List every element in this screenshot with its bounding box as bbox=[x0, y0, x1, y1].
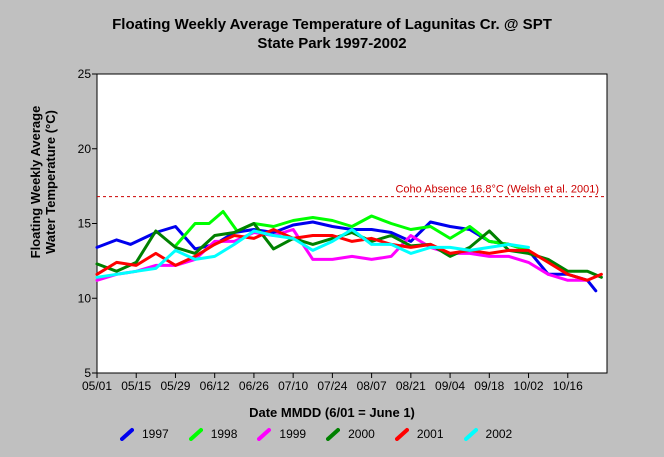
x-tick-label-08-07: 08/07 bbox=[357, 379, 387, 393]
chart-title: Floating Weekly Average Temperature of L… bbox=[112, 16, 552, 33]
legend-label-1998: 1998 bbox=[210, 427, 238, 441]
x-tick-label-05-29: 05/29 bbox=[160, 379, 190, 393]
legend-swatch-line-2001 bbox=[394, 428, 409, 441]
legend-label-2002: 2002 bbox=[485, 427, 513, 441]
legend-swatch-line-1997 bbox=[120, 428, 134, 441]
x-tick-label-07-24: 07/24 bbox=[317, 379, 347, 393]
legend-label-1999: 1999 bbox=[279, 427, 307, 441]
legend-swatch-line-1998 bbox=[188, 428, 203, 441]
legend-item-2000: 2000 bbox=[326, 427, 375, 441]
x-tick-label-09-18: 09/18 bbox=[474, 379, 504, 393]
legend-item-2001: 2001 bbox=[394, 427, 444, 441]
y-tick-label-10: 10 bbox=[78, 291, 92, 305]
series-line-1998 bbox=[174, 210, 530, 252]
chart-subtitle: State Park 1997-2002 bbox=[257, 35, 407, 52]
series-line-2002 bbox=[95, 228, 530, 279]
plot-area bbox=[96, 73, 608, 374]
series-line-2001 bbox=[95, 228, 603, 282]
y-tick-label-15: 15 bbox=[78, 217, 92, 231]
y-tick-label-5: 5 bbox=[84, 366, 91, 380]
legend-label-1997: 1997 bbox=[142, 427, 169, 441]
x-axis-label: Date MMDD (6/01 = June 1) bbox=[249, 405, 415, 420]
legend-swatch-1997 bbox=[120, 428, 134, 441]
x-tick-label-08-21: 08/21 bbox=[396, 379, 426, 393]
legend-item-1999: 1999 bbox=[257, 427, 306, 441]
legend-swatch-line-2002 bbox=[463, 428, 478, 441]
legend-swatch-line-2000 bbox=[326, 428, 341, 441]
x-tick-label-10-16: 10/16 bbox=[553, 379, 583, 393]
legend-swatch-2002 bbox=[463, 428, 478, 441]
legend-swatch-2001 bbox=[394, 428, 409, 441]
series-line-2000 bbox=[95, 222, 603, 279]
y-tick-label-20: 20 bbox=[78, 142, 92, 156]
legend-label-2001: 2001 bbox=[416, 427, 444, 441]
legend-item-1997: 1997 bbox=[120, 427, 169, 441]
x-tick-label-07-10: 07/10 bbox=[278, 379, 308, 393]
legend-item-2002: 2002 bbox=[463, 427, 513, 441]
x-tick-label-10-02: 10/02 bbox=[514, 379, 544, 393]
x-tick-label-06-12: 06/12 bbox=[200, 379, 230, 393]
y-tick-label-25: 25 bbox=[78, 67, 92, 81]
x-tick-label-05-15: 05/15 bbox=[121, 379, 151, 393]
x-tick-label-09-04: 09/04 bbox=[435, 379, 465, 393]
x-tick-label-06-26: 06/26 bbox=[239, 379, 269, 393]
legend-swatch-line-1999 bbox=[257, 428, 272, 441]
legend: 1997 1998 1999 2000 2001 2002 bbox=[120, 425, 512, 443]
legend-swatch-1999 bbox=[257, 428, 272, 441]
legend-swatch-2000 bbox=[326, 428, 341, 441]
legend-label-2000: 2000 bbox=[348, 427, 375, 441]
threshold-label: Coho Absence 16.8°C (Welsh et al. 2001) bbox=[395, 184, 599, 196]
legend-item-1998: 1998 bbox=[188, 427, 238, 441]
x-tick-label-05-01: 05/01 bbox=[82, 379, 112, 393]
legend-swatch-1998 bbox=[188, 428, 203, 441]
